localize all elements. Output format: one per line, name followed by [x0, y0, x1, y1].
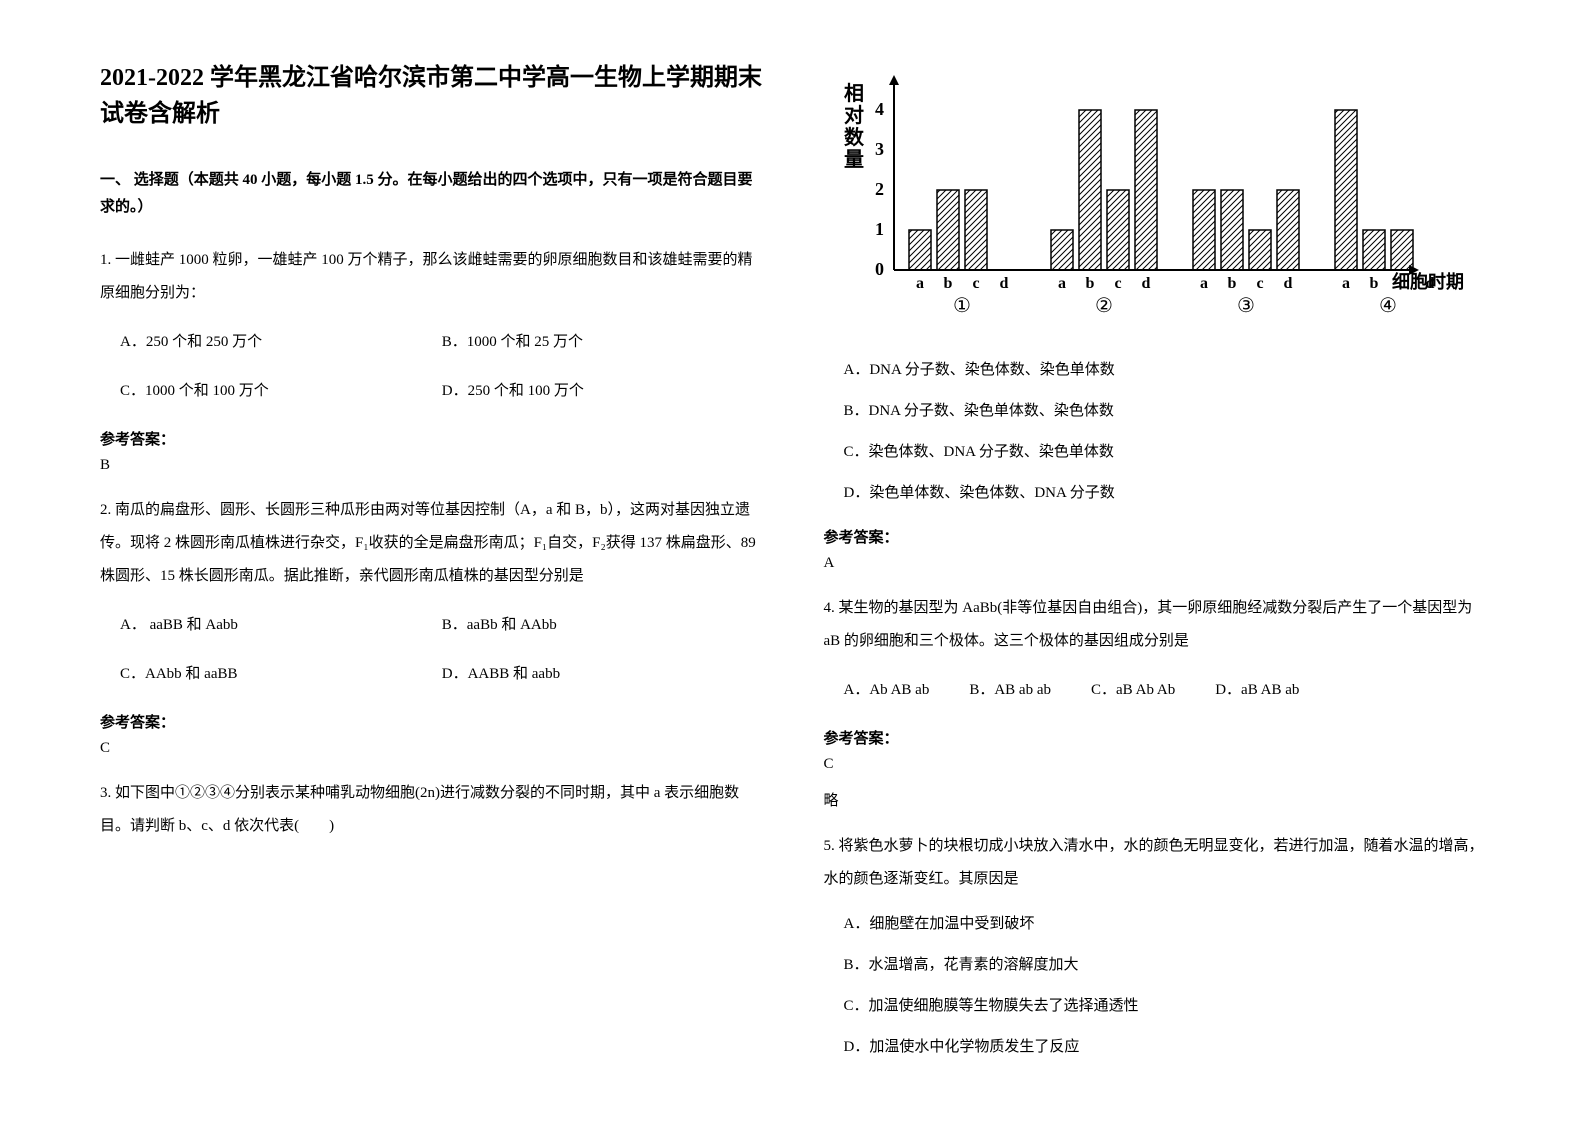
q3-text: 3. 如下图中①②③④分别表示某种哺乳动物细胞(2n)进行减数分裂的不同时期，其… — [100, 777, 764, 843]
svg-text:c: c — [972, 275, 979, 292]
section-header: 一、 选择题（本题共 40 小题，每小题 1.5 分。在每小题给出的四个选项中，… — [100, 167, 764, 221]
q3-opt-c: C．染色体数、DNA 分子数、染色单体数 — [824, 436, 1488, 469]
svg-text:d: d — [1283, 275, 1292, 292]
q4-text: 4. 某生物的基因型为 AaBb(非等位基因自由组合)，其一卵原细胞经减数分裂后… — [824, 592, 1488, 658]
svg-text:①: ① — [953, 295, 971, 317]
q4-opt-a: A．Ab AB ab — [844, 674, 930, 707]
q3-answer: A — [824, 555, 1488, 572]
q1-answer: B — [100, 457, 764, 474]
q4-options-row: A．Ab AB ab B．AB ab ab C．aB Ab Ab D．aB AB… — [824, 674, 1488, 707]
svg-text:2: 2 — [875, 179, 884, 199]
q2-answer-label: 参考答案： — [100, 711, 764, 732]
q1-answer-label: 参考答案： — [100, 428, 764, 449]
q5-opt-a: A．细胞壁在加温中受到破坏 — [824, 908, 1488, 941]
q4-opt-c: C．aB Ab Ab — [1091, 674, 1175, 707]
svg-text:相: 相 — [844, 81, 864, 105]
svg-text:a: a — [1200, 275, 1208, 292]
svg-text:④: ④ — [1379, 295, 1397, 317]
svg-text:a: a — [1058, 275, 1066, 292]
q2-opt-a: A． aaBB 和 Aabb — [100, 609, 442, 642]
q4-answer: C — [824, 756, 1488, 773]
exam-title: 2021-2022 学年黑龙江省哈尔滨市第二中学高一生物上学期期末试卷含解析 — [100, 60, 764, 132]
q1-text: 1. 一雌蛙产 1000 粒卵，一雄蛙产 100 万个精子，那么该雌蛙需要的卵原… — [100, 244, 764, 310]
q4-opt-d: D．aB AB ab — [1215, 674, 1299, 707]
q2-answer: C — [100, 740, 764, 757]
q3-answer-label: 参考答案： — [824, 526, 1488, 547]
q4-answer2: 略 — [824, 789, 1488, 810]
svg-text:量: 量 — [844, 148, 864, 171]
q3-chart: 相对数量01234abcd①abcd②abcd③abcd④细胞时期 — [824, 60, 1488, 330]
svg-text:b: b — [1369, 275, 1378, 292]
q1-options-row-1: A．250 个和 250 万个 B．1000 个和 25 万个 — [100, 326, 764, 359]
q5-opt-d: D．加温使水中化学物质发生了反应 — [824, 1031, 1488, 1064]
q2-opt-b: B．aaBb 和 AAbb — [442, 609, 764, 642]
svg-text:③: ③ — [1237, 295, 1255, 317]
svg-text:a: a — [916, 275, 924, 292]
svg-text:b: b — [943, 275, 952, 292]
q3-opt-a: A．DNA 分子数、染色体数、染色单体数 — [824, 354, 1488, 387]
q5-text: 5. 将紫色水萝卜的块根切成小块放入清水中，水的颜色无明显变化，若进行加温，随着… — [824, 830, 1488, 896]
svg-text:②: ② — [1095, 295, 1113, 317]
svg-text:4: 4 — [875, 99, 884, 119]
svg-text:b: b — [1227, 275, 1236, 292]
bar-chart-svg: 相对数量01234abcd①abcd②abcd③abcd④细胞时期 — [824, 60, 1474, 330]
q1-options-row-2: C．1000 个和 100 万个 D．250 个和 100 万个 — [100, 375, 764, 408]
svg-text:对: 对 — [844, 103, 864, 127]
q2-text: 2. 南瓜的扁盘形、圆形、长圆形三种瓜形由两对等位基因控制（A，a 和 B，b）… — [100, 494, 764, 593]
svg-text:3: 3 — [875, 139, 884, 159]
q1-opt-d: D．250 个和 100 万个 — [442, 375, 764, 408]
q2-options-row-1: A． aaBB 和 Aabb B．aaBb 和 AAbb — [100, 609, 764, 642]
svg-text:0: 0 — [875, 259, 884, 279]
svg-text:d: d — [999, 275, 1008, 292]
svg-text:数: 数 — [844, 125, 865, 149]
svg-text:c: c — [1114, 275, 1121, 292]
q2-opt-c: C．AAbb 和 aaBB — [100, 658, 442, 691]
q5-opt-c: C．加温使细胞膜等生物膜失去了选择通透性 — [824, 990, 1488, 1023]
q1-opt-a: A．250 个和 250 万个 — [100, 326, 442, 359]
q4-answer-label: 参考答案： — [824, 727, 1488, 748]
q4-opt-b: B．AB ab ab — [969, 674, 1051, 707]
q1-opt-b: B．1000 个和 25 万个 — [442, 326, 764, 359]
svg-text:c: c — [1256, 275, 1263, 292]
svg-text:d: d — [1141, 275, 1150, 292]
svg-text:b: b — [1085, 275, 1094, 292]
svg-text:a: a — [1342, 275, 1350, 292]
left-column: 2021-2022 学年黑龙江省哈尔滨市第二中学高一生物上学期期末试卷含解析 一… — [100, 60, 764, 1062]
q3-opt-d: D．染色单体数、染色体数、DNA 分子数 — [824, 477, 1488, 510]
svg-text:细胞时期: 细胞时期 — [1392, 271, 1464, 292]
q5-opt-b: B．水温增高，花青素的溶解度加大 — [824, 949, 1488, 982]
q3-opt-b: B．DNA 分子数、染色单体数、染色体数 — [824, 395, 1488, 428]
q2-opt-d: D．AABB 和 aabb — [442, 658, 764, 691]
svg-text:1: 1 — [875, 219, 884, 239]
right-column: 相对数量01234abcd①abcd②abcd③abcd④细胞时期 A．DNA … — [824, 60, 1488, 1062]
q1-opt-c: C．1000 个和 100 万个 — [100, 375, 442, 408]
q2-options-row-2: C．AAbb 和 aaBB D．AABB 和 aabb — [100, 658, 764, 691]
